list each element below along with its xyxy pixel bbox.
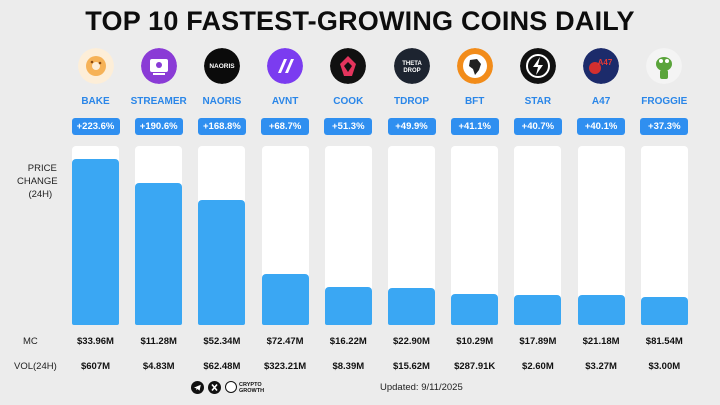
coin-symbol: A47 xyxy=(591,96,611,107)
streamer-logo-icon xyxy=(140,48,177,84)
volume-value: $2.60M xyxy=(522,361,554,372)
market-cap-value: $21.18M xyxy=(582,336,620,347)
y-axis-label-line: PRICE xyxy=(27,163,57,174)
bar[interactable] xyxy=(261,274,309,325)
bar[interactable] xyxy=(640,297,688,325)
price-change-label: +168.8% xyxy=(197,118,246,135)
vol-row-label: VOL(24H) xyxy=(14,361,57,372)
market-cap-value: $72.47M xyxy=(266,336,304,347)
y-axis-label-line: (24H) xyxy=(28,189,53,200)
svg-text:DROP: DROP xyxy=(403,68,420,74)
naoris-logo-icon: NAORIS xyxy=(203,48,240,84)
market-cap-value: $17.89M xyxy=(519,336,557,347)
coin-symbol: AVNT xyxy=(271,96,299,107)
froggie-logo-icon xyxy=(646,48,683,84)
volume-value: $4.83M xyxy=(142,361,175,372)
bar-track xyxy=(640,146,688,325)
market-cap-value: $81.54M xyxy=(645,336,683,347)
brand-name: CRYPTO GROWTH xyxy=(239,382,264,394)
volume-value: $3.27M xyxy=(585,361,617,372)
volume-value: $3.00M xyxy=(648,361,681,372)
price-change-label: +41.1% xyxy=(450,118,499,135)
bar[interactable] xyxy=(514,295,562,325)
volume-value: $607M xyxy=(80,361,111,372)
market-cap-value: $10.29M xyxy=(456,336,494,347)
price-change-label: +49.9% xyxy=(387,118,436,135)
telegram-icon[interactable] xyxy=(191,381,204,394)
volume-value: $323.21M xyxy=(263,361,307,372)
market-cap-value: $22.90M xyxy=(393,336,430,347)
cook-logo-icon xyxy=(330,48,367,84)
coin-symbol: NAORIS xyxy=(202,96,242,107)
bar[interactable] xyxy=(135,183,183,325)
y-axis-label: PRICE CHANGE (24H) xyxy=(17,162,58,201)
chart-title: TOP 10 FASTEST-GROWING COINS DAILY xyxy=(85,6,635,36)
updated-date: Updated: 9/11/2025 xyxy=(380,382,463,393)
volume-value: $15.62M xyxy=(393,361,430,372)
price-change-label: +40.7% xyxy=(513,118,562,135)
market-cap-value: $52.34M xyxy=(203,336,241,347)
coin-symbol: TDROP xyxy=(394,96,429,107)
brand-line: CRYPTO xyxy=(239,382,262,388)
bar[interactable] xyxy=(577,295,625,325)
price-change-label: +37.3% xyxy=(640,118,689,135)
bar[interactable] xyxy=(198,200,246,325)
avnt-logo-icon xyxy=(267,48,304,84)
bar[interactable] xyxy=(451,294,499,325)
market-cap-value: $33.96M xyxy=(77,336,114,347)
x-icon[interactable] xyxy=(208,381,221,394)
coin-symbol: STAR xyxy=(524,96,552,107)
market-cap-value: $11.28M xyxy=(140,336,177,347)
bar[interactable] xyxy=(72,159,119,325)
coin-symbol: FROGGIE xyxy=(641,96,688,107)
star-logo-icon xyxy=(519,48,556,84)
price-change-label: +40.1% xyxy=(577,118,626,135)
bar[interactable] xyxy=(388,288,435,325)
coin-symbol: STREAMER xyxy=(130,96,187,107)
volume-value: $287.91K xyxy=(454,361,496,372)
coin-symbol: BFT xyxy=(464,96,485,107)
mc-row-label: MC xyxy=(23,336,38,347)
crypto-growth-logo-icon xyxy=(225,381,237,393)
tdrop-logo-icon: THETA DROP xyxy=(393,48,430,84)
bft-logo-icon xyxy=(456,48,493,84)
a47-logo-icon: A47 xyxy=(583,48,620,84)
svg-text:THETA: THETA xyxy=(402,61,422,67)
bar[interactable] xyxy=(324,287,372,325)
volume-value: $8.39M xyxy=(332,361,365,372)
bake-logo-icon xyxy=(77,48,114,84)
price-change-label: +68.7% xyxy=(261,118,310,135)
price-change-label: +223.6% xyxy=(71,118,120,135)
y-axis-label-line: CHANGE xyxy=(17,176,58,187)
brand-line: GROWTH xyxy=(239,388,265,394)
price-change-label: +51.3% xyxy=(324,118,373,135)
coin-symbol: BAKE xyxy=(81,96,110,107)
market-cap-value: $16.22M xyxy=(329,336,367,347)
coin-symbol: COOK xyxy=(333,96,364,107)
svg-text:NAORIS: NAORIS xyxy=(209,63,235,70)
price-change-label: +190.6% xyxy=(134,118,183,135)
volume-value: $62.48M xyxy=(203,361,241,372)
svg-text:A47: A47 xyxy=(598,58,613,67)
